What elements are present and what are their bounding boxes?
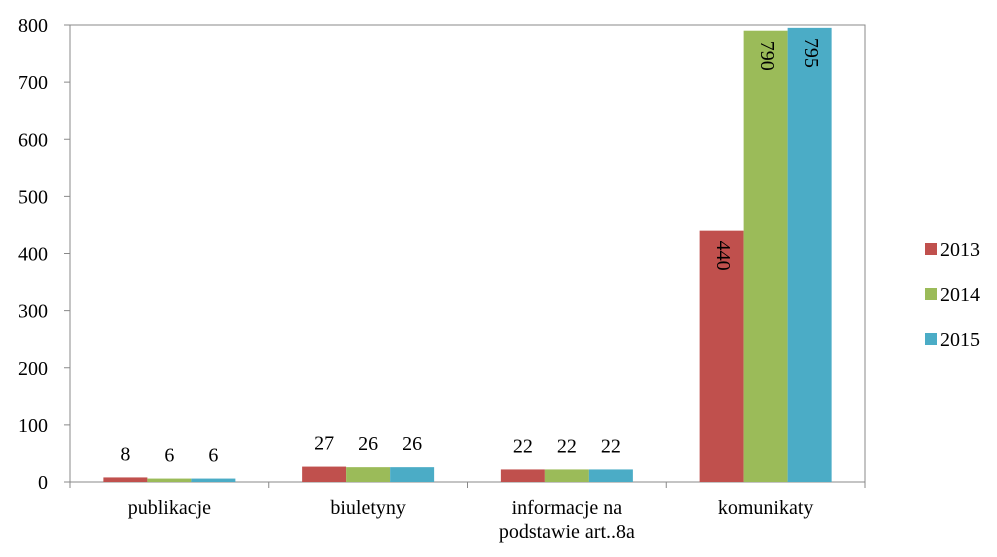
data-label: 22: [513, 435, 533, 457]
y-tick-label: 300: [18, 301, 48, 323]
bar: [302, 466, 347, 482]
bar: [699, 230, 744, 482]
data-label: 26: [358, 433, 378, 455]
y-tick-label: 100: [18, 415, 48, 437]
bar: [191, 478, 236, 482]
data-label: 790: [756, 41, 778, 71]
data-label: 8: [120, 443, 130, 465]
data-label: 22: [601, 435, 621, 457]
x-tick-label: informacje na podstawie art..8a: [498, 497, 635, 543]
data-label: 795: [800, 38, 822, 68]
bar: [500, 469, 545, 482]
data-label: 6: [208, 445, 218, 467]
legend-swatch: [925, 243, 937, 255]
legend-label: 2013: [940, 239, 980, 261]
legend-swatch: [925, 333, 937, 345]
data-label: 22: [557, 435, 577, 457]
y-tick-label: 800: [18, 15, 48, 37]
x-tick-label: biuletyny: [330, 497, 406, 519]
y-tick-label: 500: [18, 186, 48, 208]
bar: [743, 30, 788, 483]
y-tick-label: 700: [18, 72, 48, 94]
data-label: 440: [712, 241, 734, 271]
bar: [544, 469, 589, 482]
legend-swatch: [925, 288, 937, 300]
data-label: 27: [314, 433, 334, 455]
x-tick-label: komunikaty: [717, 497, 814, 519]
legend-label: 2015: [940, 329, 980, 351]
bar: [787, 27, 832, 482]
y-tick-label: 0: [38, 472, 48, 494]
y-tick-label: 200: [18, 358, 48, 380]
bar: [346, 467, 391, 482]
data-label: 26: [402, 433, 422, 455]
y-tick-label: 600: [18, 129, 48, 151]
bar: [103, 477, 148, 482]
x-tick-label: publikacje: [127, 497, 212, 519]
data-label: 6: [164, 445, 174, 467]
y-tick-label: 400: [18, 244, 48, 266]
bar: [390, 467, 435, 482]
legend-label: 2014: [940, 284, 980, 306]
bar: [147, 478, 192, 482]
bar: [588, 469, 633, 482]
